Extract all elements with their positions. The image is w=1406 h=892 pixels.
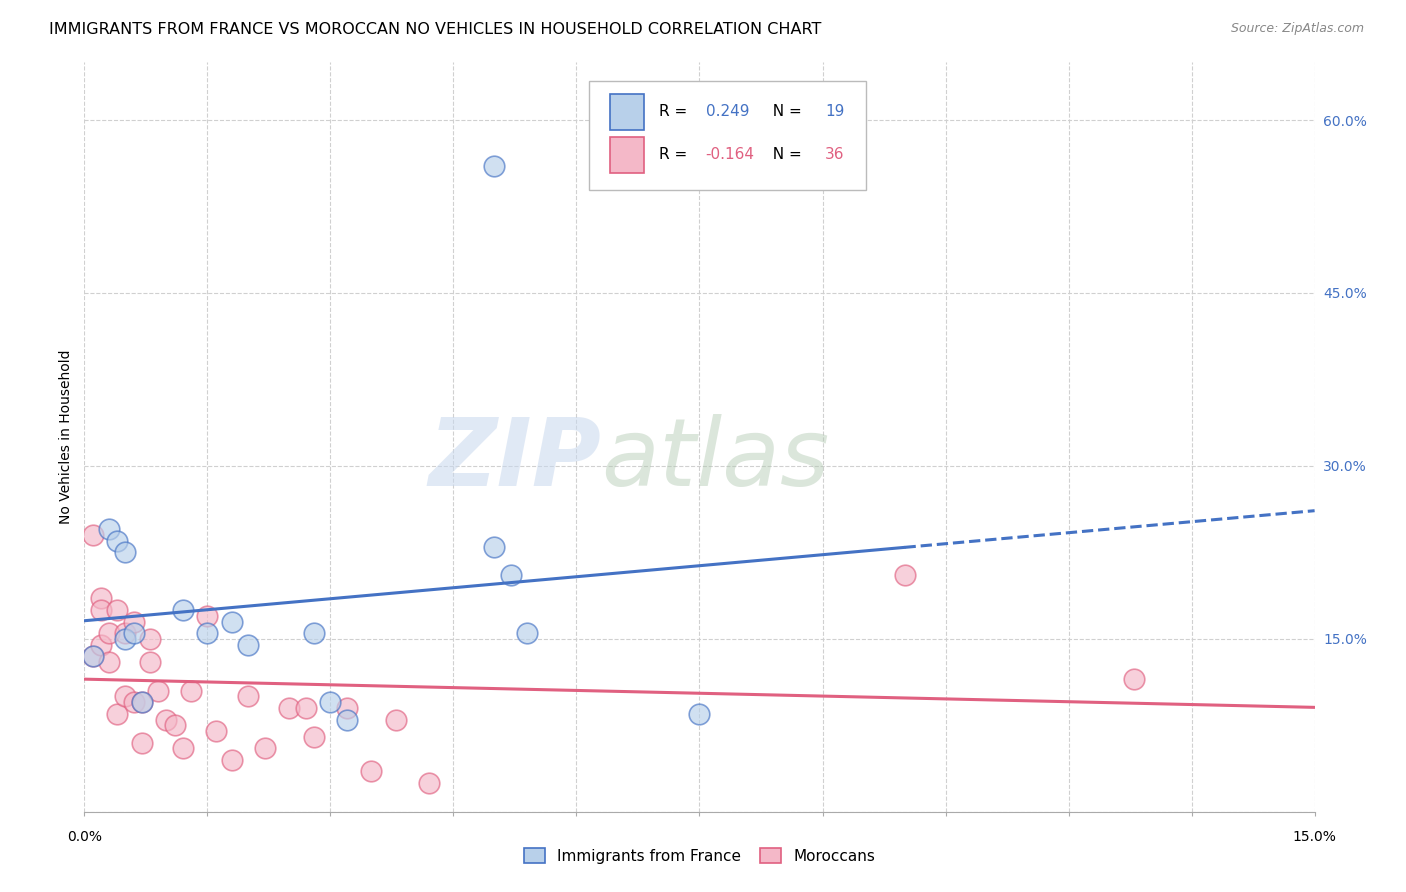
Point bbox=[253, 741, 276, 756]
Point bbox=[238, 638, 260, 652]
Point bbox=[122, 695, 145, 709]
Point bbox=[1123, 672, 1146, 686]
Point bbox=[221, 615, 243, 629]
Point bbox=[131, 735, 153, 749]
Point bbox=[90, 591, 112, 606]
Point bbox=[131, 695, 153, 709]
Point bbox=[172, 741, 194, 756]
Point bbox=[98, 522, 120, 536]
Point bbox=[204, 724, 226, 739]
FancyBboxPatch shape bbox=[610, 94, 644, 130]
Point bbox=[105, 706, 128, 721]
Text: 15.0%: 15.0% bbox=[1292, 830, 1337, 845]
Text: IMMIGRANTS FROM FRANCE VS MOROCCAN NO VEHICLES IN HOUSEHOLD CORRELATION CHART: IMMIGRANTS FROM FRANCE VS MOROCCAN NO VE… bbox=[49, 22, 821, 37]
Point bbox=[484, 540, 506, 554]
Point bbox=[197, 626, 219, 640]
Point bbox=[163, 718, 186, 732]
Point bbox=[131, 695, 153, 709]
Point bbox=[98, 655, 120, 669]
Point bbox=[319, 695, 342, 709]
Point bbox=[82, 649, 104, 664]
Point bbox=[148, 683, 170, 698]
Point bbox=[172, 603, 194, 617]
Point bbox=[139, 632, 162, 646]
Point bbox=[418, 776, 440, 790]
Point bbox=[114, 626, 136, 640]
Point bbox=[114, 545, 136, 559]
Text: atlas: atlas bbox=[602, 414, 830, 505]
Point bbox=[295, 701, 318, 715]
Text: 36: 36 bbox=[825, 147, 845, 162]
Point bbox=[516, 626, 538, 640]
Point bbox=[114, 632, 136, 646]
Point bbox=[90, 603, 112, 617]
Point bbox=[197, 608, 219, 623]
Point bbox=[139, 655, 162, 669]
Point bbox=[385, 713, 408, 727]
Text: 0.0%: 0.0% bbox=[67, 830, 101, 845]
Point bbox=[238, 690, 260, 704]
Point bbox=[336, 713, 359, 727]
Text: Source: ZipAtlas.com: Source: ZipAtlas.com bbox=[1230, 22, 1364, 36]
Point bbox=[302, 626, 325, 640]
Text: R =: R = bbox=[659, 147, 692, 162]
Point bbox=[499, 568, 522, 582]
Text: 0.249: 0.249 bbox=[706, 104, 749, 120]
Y-axis label: No Vehicles in Household: No Vehicles in Household bbox=[59, 350, 73, 524]
Point bbox=[90, 638, 112, 652]
Point bbox=[221, 753, 243, 767]
Point bbox=[122, 615, 145, 629]
Point bbox=[689, 706, 711, 721]
Text: N =: N = bbox=[763, 147, 807, 162]
Text: -0.164: -0.164 bbox=[706, 147, 755, 162]
Point bbox=[82, 649, 104, 664]
Text: 19: 19 bbox=[825, 104, 845, 120]
FancyBboxPatch shape bbox=[589, 81, 866, 190]
Point bbox=[122, 626, 145, 640]
Point bbox=[278, 701, 301, 715]
Point bbox=[180, 683, 202, 698]
Point bbox=[105, 603, 128, 617]
Point bbox=[155, 713, 177, 727]
Text: R =: R = bbox=[659, 104, 692, 120]
Point bbox=[336, 701, 359, 715]
FancyBboxPatch shape bbox=[610, 136, 644, 172]
Point bbox=[893, 568, 915, 582]
Legend: Immigrants from France, Moroccans: Immigrants from France, Moroccans bbox=[516, 841, 883, 871]
Point bbox=[484, 159, 506, 173]
Point bbox=[98, 626, 120, 640]
Text: N =: N = bbox=[763, 104, 807, 120]
Point bbox=[360, 764, 382, 779]
Point bbox=[82, 528, 104, 542]
Point bbox=[114, 690, 136, 704]
Point bbox=[302, 730, 325, 744]
Text: ZIP: ZIP bbox=[429, 414, 602, 506]
Point bbox=[105, 533, 128, 548]
